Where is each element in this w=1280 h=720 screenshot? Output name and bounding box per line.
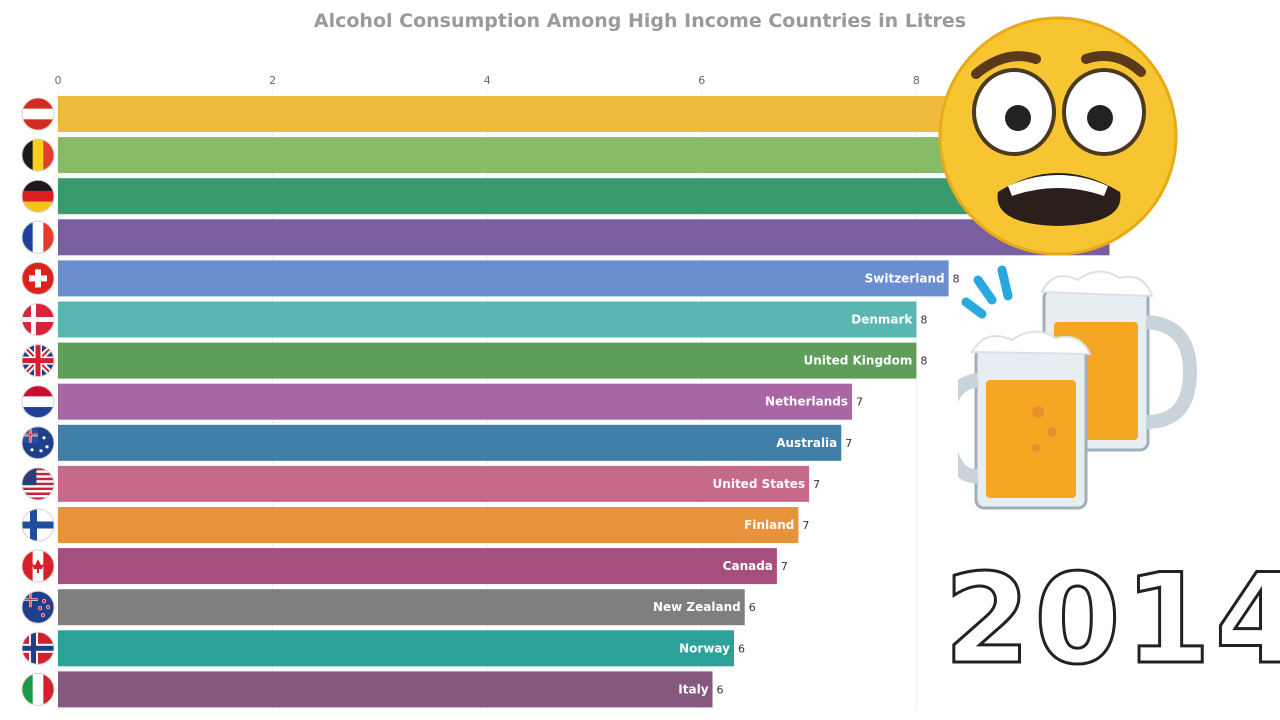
bar-category-label: Switzerland <box>865 271 945 285</box>
bar <box>58 342 917 379</box>
chart-title: Alcohol Consumption Among High Income Co… <box>313 10 967 32</box>
bar-category-label: Denmark <box>851 313 913 327</box>
italy-flag-icon <box>22 673 54 706</box>
flag-border <box>21 220 55 254</box>
flag-border <box>21 508 55 542</box>
bar-category-label: United States <box>713 477 806 491</box>
beer-mugs-icon <box>958 265 1198 510</box>
flag-border <box>21 631 55 665</box>
x-tick-label: 4 <box>484 74 491 87</box>
flag-border <box>21 261 55 295</box>
x-tick-label: 2 <box>269 74 276 87</box>
flag-border <box>21 672 55 706</box>
flag-border <box>21 97 55 131</box>
bar-value-label: 8 <box>953 272 960 285</box>
bar <box>58 630 734 667</box>
x-tick-label: 8 <box>913 74 920 87</box>
netherlands-flag-icon <box>22 385 54 418</box>
united-kingdom-flag-icon <box>22 344 54 377</box>
bar-value-label: 8 <box>920 314 927 327</box>
bar-category-label: Australia <box>776 436 837 450</box>
new-zealand-flag-icon <box>22 591 54 624</box>
flag-border <box>21 179 55 213</box>
canada-flag-icon <box>22 550 54 583</box>
bar <box>58 219 1110 256</box>
australia-flag-icon <box>22 426 54 459</box>
bar-value-label: 7 <box>802 519 809 532</box>
bar <box>58 507 799 543</box>
bar <box>58 424 842 461</box>
x-tick-label: 0 <box>55 74 62 87</box>
bar <box>58 465 810 502</box>
bar-value-label: 7 <box>856 396 863 409</box>
year-label: 2014 <box>942 547 1280 694</box>
flag-border <box>21 303 55 336</box>
flag-border <box>21 426 55 460</box>
bar <box>58 589 745 626</box>
bar-value-label: 7 <box>845 437 852 450</box>
bar-category-label: Finland <box>744 518 794 532</box>
switzerland-flag-icon <box>22 262 54 295</box>
x-tick-label: 6 <box>698 74 705 87</box>
bar-value-label: 6 <box>749 601 756 614</box>
bar <box>58 671 713 708</box>
bar-value-label: 7 <box>813 478 820 491</box>
bar <box>58 548 777 585</box>
united-states-flag-icon <box>22 467 54 500</box>
france-flag-icon <box>22 221 54 254</box>
bar-value-label: 6 <box>738 642 745 655</box>
bar <box>58 178 1121 215</box>
bar <box>58 383 853 420</box>
bar-category-label: Italy <box>678 682 708 696</box>
bar-category-label: Netherlands <box>765 395 848 409</box>
flag-border <box>21 344 55 378</box>
bar-value-label: 6 <box>717 683 724 696</box>
flag-border <box>21 385 55 419</box>
shocked-face-icon <box>938 16 1178 256</box>
finland-flag-icon <box>22 509 54 541</box>
bar-value-label: 7 <box>781 560 788 573</box>
bar-category-label: Canada <box>723 559 773 573</box>
bar <box>58 260 949 297</box>
norway-flag-icon <box>22 632 54 665</box>
bar <box>58 301 917 338</box>
flag-border <box>21 590 55 624</box>
bar-value-label: 8 <box>920 355 927 368</box>
austria-flag-icon <box>22 98 54 130</box>
flag-border <box>21 467 55 501</box>
flag-border <box>21 138 55 172</box>
bar-category-label: United Kingdom <box>803 354 912 368</box>
denmark-flag-icon <box>22 303 54 336</box>
belgium-flag-icon <box>22 139 54 172</box>
germany-flag-icon <box>22 180 54 213</box>
bar-category-label: New Zealand <box>653 600 741 614</box>
bar-category-label: Norway <box>679 641 730 655</box>
flag-border <box>21 549 55 583</box>
